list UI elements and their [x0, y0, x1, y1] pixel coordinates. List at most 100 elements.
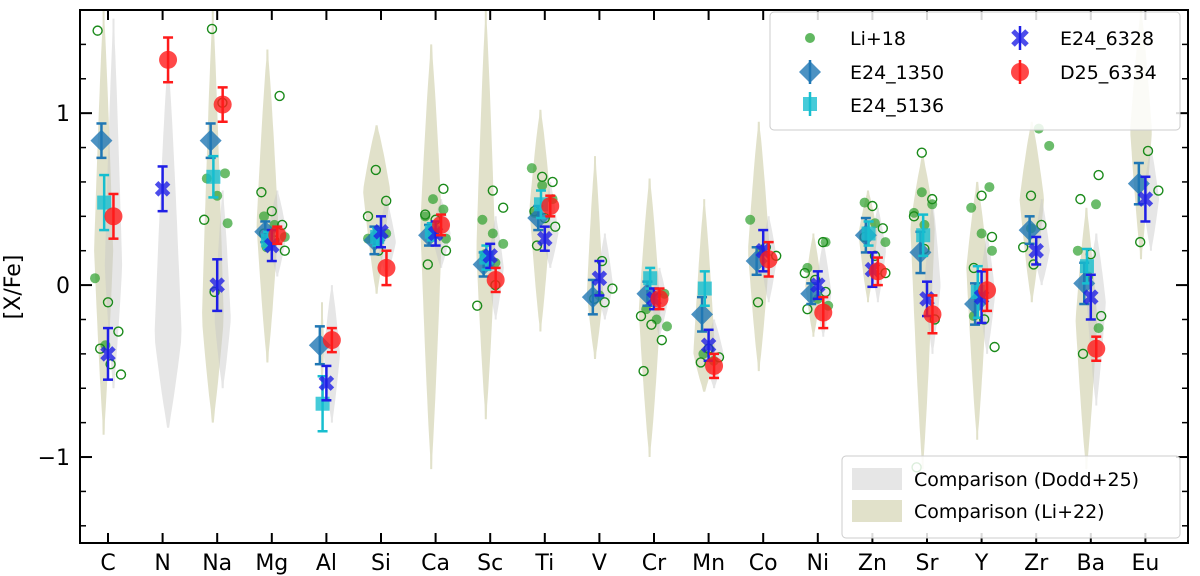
violin-dodd-eu	[1142, 147, 1160, 251]
li18-open-point	[279, 245, 290, 256]
li18-point	[222, 218, 233, 229]
d25-6334-point-si	[377, 249, 396, 287]
x-tick-label-na: Na	[202, 551, 232, 576]
li18-open-point	[1134, 236, 1146, 248]
li18-open-point	[115, 369, 127, 380]
legend-e24-6328-label: E24_6328	[1060, 28, 1154, 50]
li18-point	[651, 314, 662, 325]
li18-open-point	[927, 193, 938, 205]
li18-open-point	[531, 240, 543, 251]
li18-open-point	[599, 297, 610, 308]
legend-frame	[769, 11, 1181, 131]
li18-open-point	[113, 326, 124, 337]
d25-6334-point-sc	[486, 266, 505, 294]
violin-dodd-al	[323, 285, 340, 423]
e24-6328-point-eu	[1137, 175, 1154, 223]
li18-point	[487, 228, 498, 239]
li18-open-point	[607, 283, 618, 294]
d25-6334-point-ca	[432, 213, 451, 237]
e24-6328-point-ba	[1083, 273, 1099, 321]
e24-6328-point-si	[373, 215, 389, 249]
li18-open-point	[656, 334, 667, 346]
li18-point	[966, 202, 977, 213]
legend-e24-1350-marker	[799, 60, 821, 84]
li18-point	[916, 187, 927, 198]
li18-open-point	[498, 202, 509, 213]
li18-point	[537, 180, 548, 191]
e24-6328-point-v	[591, 259, 608, 297]
series-layer	[90, 36, 1154, 433]
li18-open-point	[638, 365, 649, 377]
d25-6334-point-co	[759, 240, 778, 278]
e24-5136-point-sr	[916, 213, 931, 258]
li18-point	[1093, 323, 1104, 334]
violin-li22-cr	[638, 178, 661, 457]
d25-6334-point-mg	[268, 225, 287, 246]
e24-6328-point-sc	[482, 242, 498, 270]
x-tick-label-sr: Sr	[915, 551, 939, 576]
li18-open-point	[1075, 193, 1086, 205]
li18-open-point	[1095, 310, 1107, 322]
x-tick-label-ba: Ba	[1077, 551, 1106, 576]
x-tick-label-c: C	[100, 551, 115, 576]
x-tick-label-mg: Mg	[255, 551, 288, 576]
y-tick-label: 0	[56, 274, 70, 299]
legend-e24-5136-label: E24_5136	[850, 95, 944, 117]
d25-6334-point-ba	[1087, 335, 1106, 362]
li18-point	[909, 207, 919, 218]
comparison-dodd-label: Comparison (Dodd+25)	[914, 469, 1139, 491]
li18-point	[477, 214, 488, 225]
violin-li22-v	[587, 156, 604, 359]
d25-6334-point-mn	[705, 352, 724, 380]
d25-6334-point-y	[978, 268, 997, 313]
li18-open-point	[370, 164, 381, 176]
li18-open-point	[362, 211, 374, 222]
li18-open-point	[1036, 219, 1047, 231]
li18-open-point	[1093, 169, 1104, 181]
li18-open-point	[1153, 185, 1164, 196]
y-tick-label: −1	[38, 446, 70, 471]
li18-point	[880, 237, 891, 248]
plot-frame	[79, 9, 1189, 544]
d25-6334-point-ti	[541, 194, 560, 218]
x-tick-label-y: Y	[974, 551, 989, 576]
li18-open-point	[817, 236, 829, 248]
comparison-legend-frame	[841, 455, 1181, 539]
comparison-li22-swatch	[852, 500, 902, 522]
x-tick-label-ca: Ca	[421, 551, 450, 576]
li18-open-point	[635, 310, 647, 322]
e24-5136-point-zn	[861, 220, 876, 247]
li18-open-point	[256, 187, 267, 198]
li18-point	[1072, 245, 1083, 256]
x-tick-label-zr: Zr	[1024, 551, 1049, 576]
e24-1350-point-zr	[1018, 215, 1041, 246]
li18-point	[976, 228, 987, 239]
li18-point	[526, 163, 537, 174]
e24-6328-point-ti	[537, 225, 553, 252]
li18-open-point	[472, 300, 483, 311]
li18-point	[859, 197, 870, 208]
e24-6328-point-al	[318, 364, 335, 402]
x-tick-label-zn: Zn	[858, 551, 887, 576]
li18-point	[984, 182, 995, 193]
violin-li22-mg	[256, 49, 279, 363]
li18-open-point	[537, 171, 548, 182]
li18-open-point	[438, 183, 449, 195]
li18-open-point	[266, 205, 277, 217]
x-tick-label-n: N	[154, 551, 170, 576]
d25-6334-point-al	[322, 326, 341, 354]
li18-open-point	[274, 90, 285, 102]
legend-li18-marker	[805, 33, 815, 43]
x-tick-label-v: V	[592, 551, 607, 576]
li18-open-point	[877, 223, 888, 234]
y-axis-label: [X/Fe]	[1, 255, 26, 320]
e24-1350-point-na	[199, 122, 222, 160]
li18-point	[745, 214, 756, 225]
violin-li22-ca	[420, 44, 442, 470]
li18-open-point	[422, 259, 433, 270]
li18-open-point	[440, 245, 452, 256]
li18-open-point	[1142, 145, 1154, 157]
li18-open-point	[420, 209, 431, 220]
x-tick-label-cr: Cr	[642, 551, 667, 576]
